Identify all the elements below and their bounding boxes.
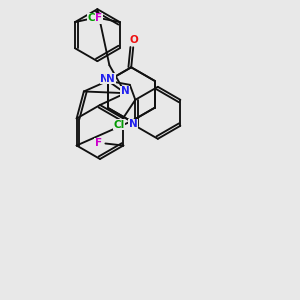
Text: N: N: [100, 74, 109, 84]
Text: Cl: Cl: [114, 120, 125, 130]
Text: F: F: [95, 139, 102, 148]
Text: N: N: [121, 86, 130, 96]
Text: O: O: [130, 35, 139, 45]
Text: N: N: [106, 74, 115, 84]
Text: N: N: [129, 119, 138, 129]
Text: Cl: Cl: [87, 13, 98, 23]
Text: F: F: [95, 13, 102, 23]
